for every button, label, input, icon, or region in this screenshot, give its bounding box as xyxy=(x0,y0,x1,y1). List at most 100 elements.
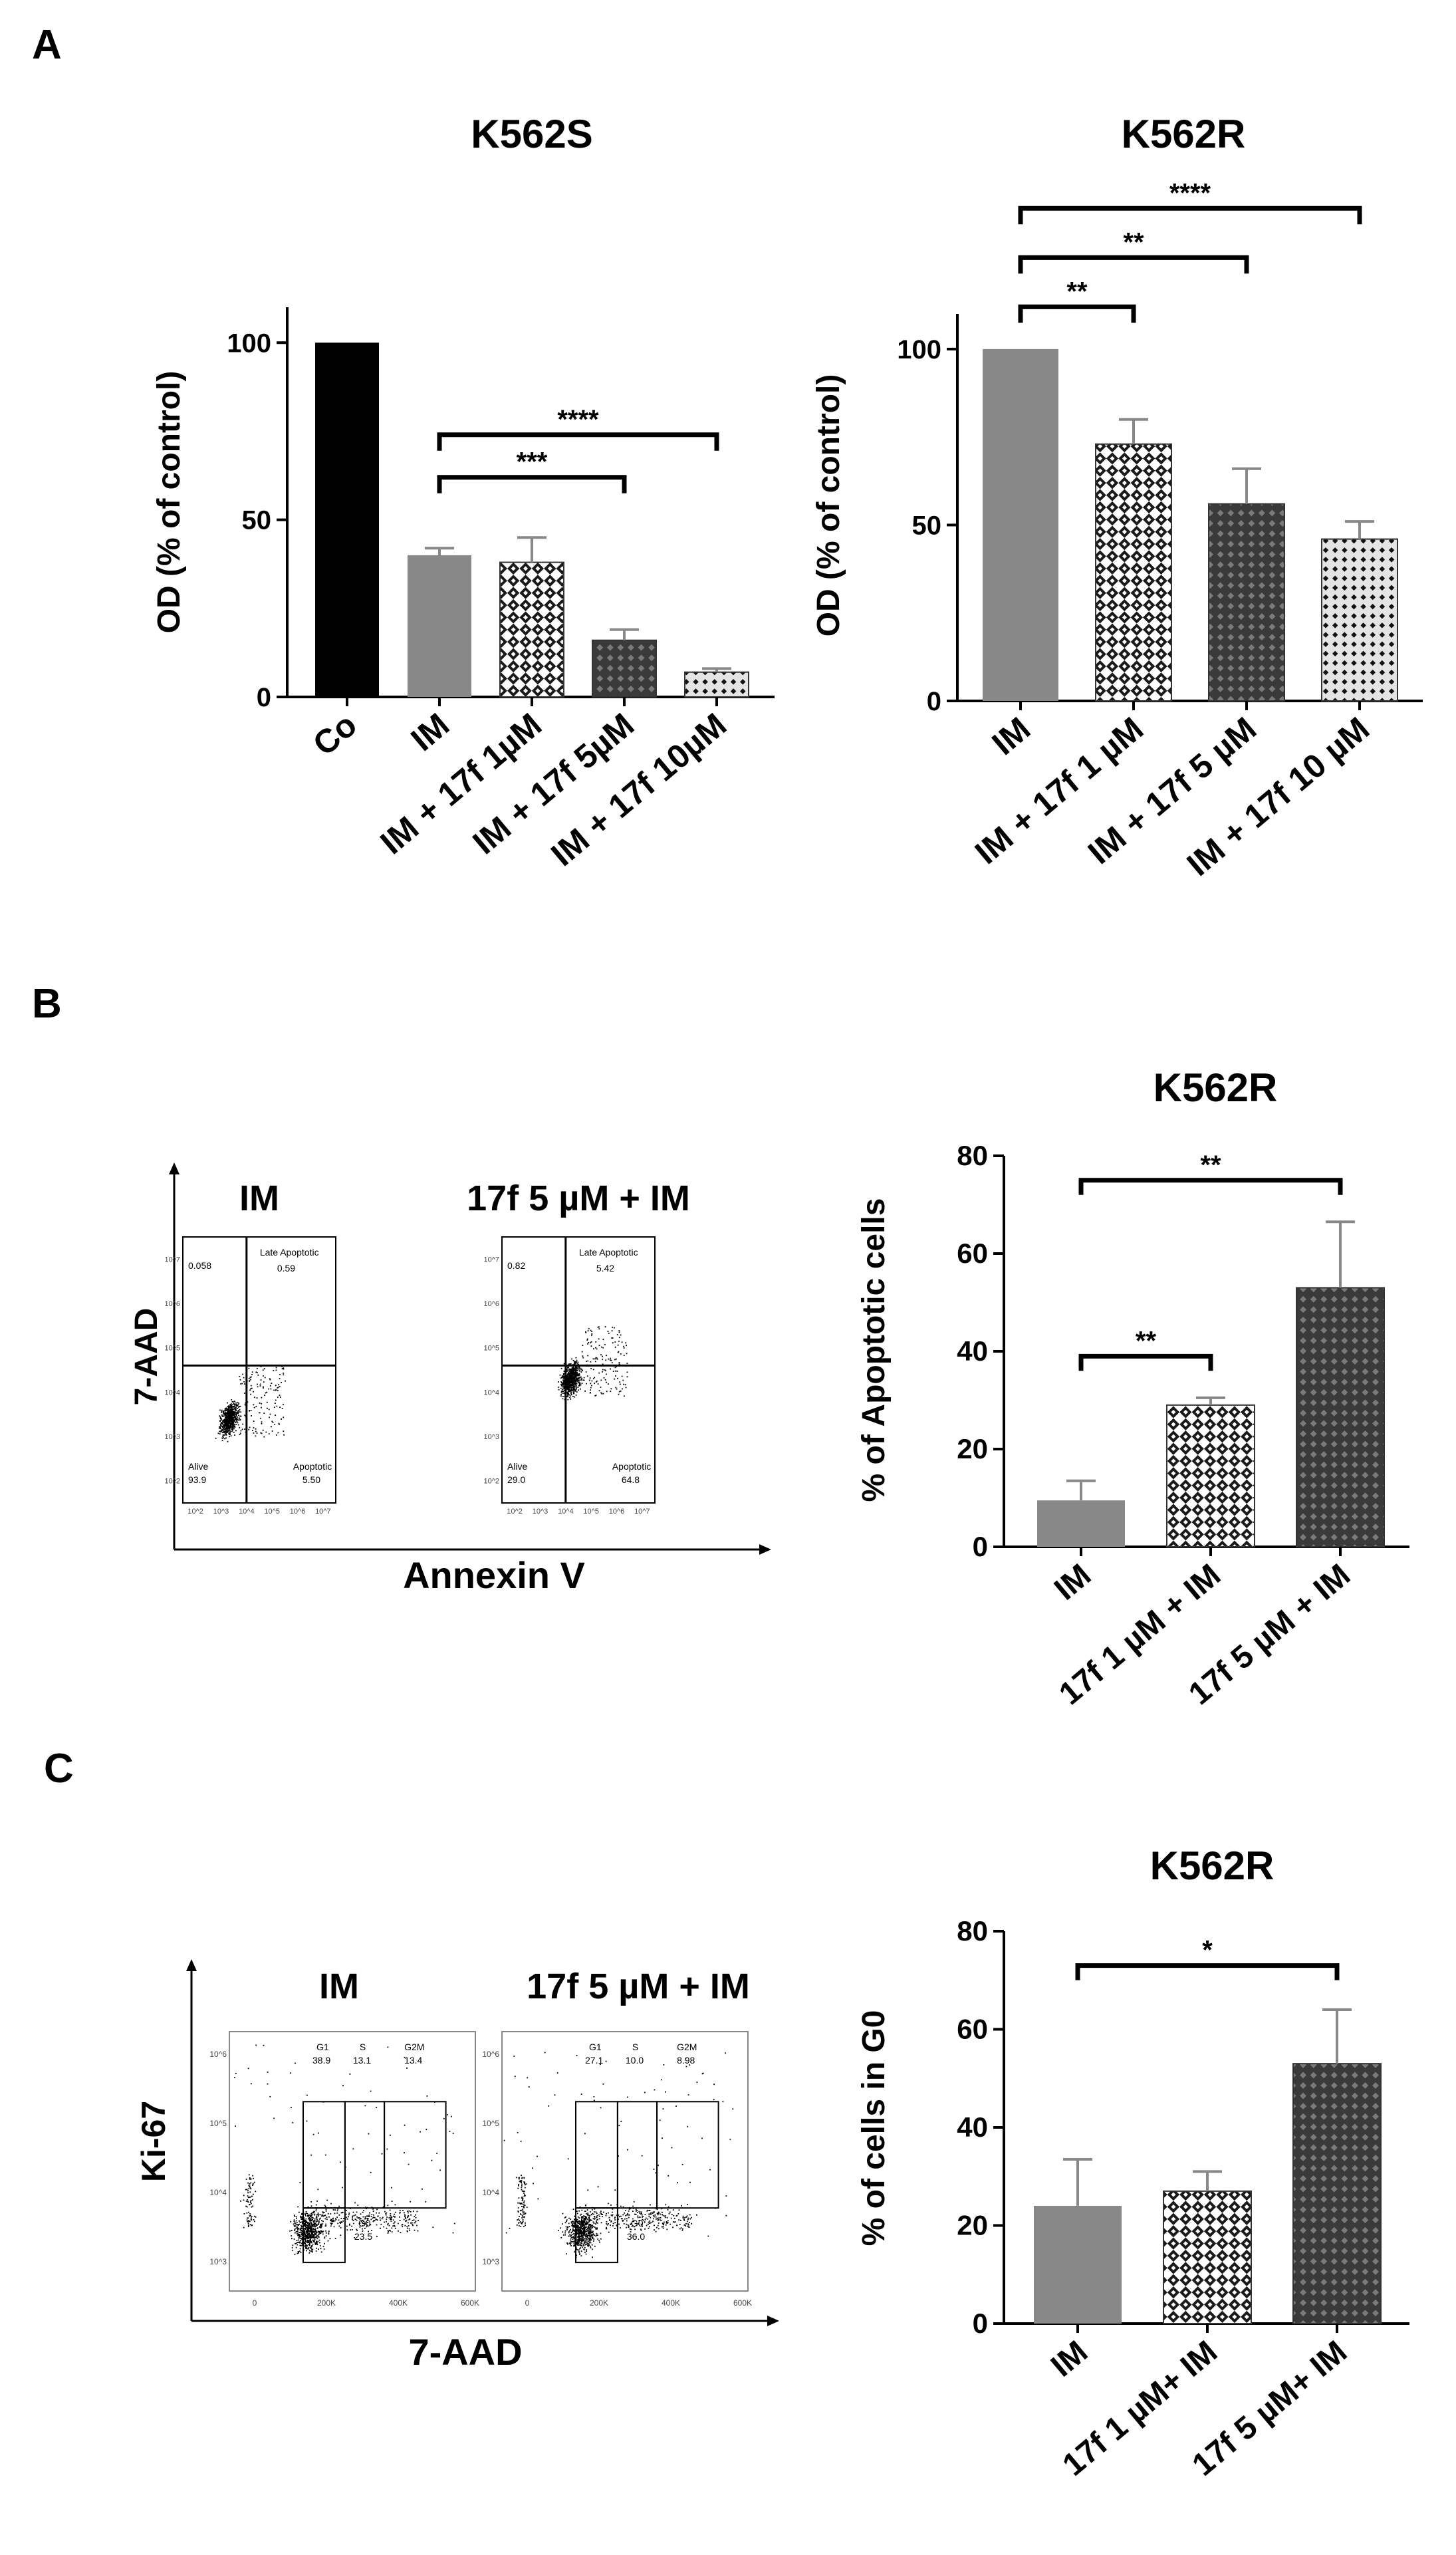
bar xyxy=(592,639,657,698)
y-tick-label: 10^7 xyxy=(483,1256,499,1264)
x-tick-label: 10^7 xyxy=(315,1508,331,1516)
quadrant-ul-value: 0.058 xyxy=(188,1260,211,1271)
y-tick-label: 10^6 xyxy=(482,2050,499,2059)
y-tick-label: 10^2 xyxy=(164,1478,180,1486)
dot-plot-frame xyxy=(229,2031,476,2292)
flow-c-y-label: Ki-67 xyxy=(135,2101,172,2182)
y-tick-label: 100 xyxy=(227,329,271,358)
gate-s-label: S xyxy=(360,2042,366,2052)
quadrant-ur-label: Late Apoptotic xyxy=(260,1247,319,1258)
gate-g1-value: 38.9 xyxy=(312,2055,330,2066)
gate-g2m xyxy=(384,2101,447,2209)
panel-label-a: A xyxy=(32,22,62,68)
y-tick-label: 10^5 xyxy=(483,1345,499,1353)
y-axis-label: % of Apoptotic cells xyxy=(856,1198,892,1502)
x-tick-label: 10^4 xyxy=(239,1508,255,1516)
dot-plot-title: 17f 5 µM + IM xyxy=(527,1966,750,2006)
bar xyxy=(408,555,471,697)
bar xyxy=(684,671,749,698)
panel-label-c: C xyxy=(44,1746,74,1792)
y-tick-label: 20 xyxy=(957,2210,988,2241)
quadrant-ul-value: 0.82 xyxy=(507,1260,525,1271)
significance-label: **** xyxy=(557,405,599,434)
y-tick-label: 10^4 xyxy=(209,2188,227,2197)
y-tick-label: 10^3 xyxy=(164,1433,180,1441)
bar xyxy=(1163,2190,1252,2324)
y-tick-label: 0 xyxy=(973,2308,988,2339)
bar xyxy=(1037,1500,1125,1547)
quadrant-ur-label: Late Apoptotic xyxy=(579,1247,638,1258)
y-tick-label: 10^5 xyxy=(209,2119,227,2128)
significance-bracket xyxy=(1018,205,1362,225)
bar xyxy=(1208,503,1285,702)
gate-g0-label: G0 xyxy=(631,2218,644,2228)
flow-c-x-label: 7-AAD xyxy=(408,2331,522,2373)
x-tick-label: 10^3 xyxy=(533,1508,548,1516)
gate-g0-label: G0 xyxy=(358,2218,371,2228)
x-tick-label: 10^5 xyxy=(264,1508,280,1516)
x-tick-label: 10^2 xyxy=(187,1508,203,1516)
y-tick-label: 10^6 xyxy=(483,1300,499,1308)
apoptotic-cells-bar-chart: K562R% of Apoptotic cells020406080IM17f … xyxy=(856,1065,1409,1712)
flow-b-x-arrow xyxy=(759,1544,771,1555)
flow-b-y-arrow xyxy=(169,1162,180,1174)
x-tick-label: 600K xyxy=(461,2298,479,2308)
dot-plot-frame xyxy=(182,1236,336,1504)
gate-g2m-value: 8.98 xyxy=(677,2055,695,2066)
y-tick-label: 80 xyxy=(957,1915,988,1947)
x-tick-label: 10^6 xyxy=(609,1508,625,1516)
quadrant-ll-value: 29.0 xyxy=(507,1474,525,1485)
significance-label: ** xyxy=(1123,227,1144,257)
quadrant-lr-label: Apoptotic xyxy=(612,1461,651,1472)
quadrant-ll-value: 93.9 xyxy=(188,1474,206,1485)
x-tick-label: 400K xyxy=(662,2298,680,2308)
category-label: IM xyxy=(985,710,1038,763)
significance-label: * xyxy=(1202,1936,1213,1965)
significance-bracket xyxy=(437,432,719,451)
gate-g0-value: 23.5 xyxy=(354,2231,372,2242)
y-tick-label: 10^6 xyxy=(209,2050,227,2059)
category-label: IM xyxy=(404,706,457,759)
y-tick-label: 60 xyxy=(957,2014,988,2045)
y-tick-label: 10^6 xyxy=(164,1300,180,1308)
y-tick-label: 40 xyxy=(957,2111,988,2143)
dot-plot-title: 17f 5 µM + IM xyxy=(467,1178,690,1218)
gate-s-value: 10.0 xyxy=(626,2055,644,2066)
y-tick-label: 100 xyxy=(897,335,941,364)
bar xyxy=(1095,443,1172,702)
gate-g1-label: G1 xyxy=(589,2042,602,2052)
ki67-flow-cytometry: Ki-67 7-AAD IM G1 38.9 S 13.1 G2M 13.4 G0 23.5 0 2… xyxy=(135,1959,779,2373)
quadrant-ur-value: 5.42 xyxy=(596,1263,614,1274)
category-label: IM xyxy=(1044,2334,1094,2384)
gate-g0-value: 36.0 xyxy=(627,2231,645,2242)
chart-title: K562R xyxy=(1153,1065,1278,1110)
quadrant-ur-value: 0.59 xyxy=(277,1263,295,1274)
cell-events xyxy=(215,1366,286,1442)
quadrant-lr-value: 64.8 xyxy=(622,1474,640,1485)
gate-s-label: S xyxy=(632,2042,638,2052)
gate-g0 xyxy=(303,2207,346,2264)
gate-g1-label: G1 xyxy=(316,2042,329,2052)
dot-plot-title: IM xyxy=(319,1966,359,2006)
y-tick-label: 10^7 xyxy=(164,1256,180,1264)
bar xyxy=(1166,1404,1255,1548)
bar xyxy=(1296,1287,1385,1547)
significance-bracket xyxy=(1018,304,1136,323)
gate-g2m-label: G2M xyxy=(404,2042,424,2052)
flow-c-y-arrow xyxy=(186,1959,197,1971)
significance-label: *** xyxy=(517,448,548,477)
x-tick-label: 10^7 xyxy=(634,1508,650,1516)
x-tick-label: 10^5 xyxy=(583,1508,599,1516)
significance-bracket xyxy=(1078,1178,1343,1195)
y-tick-label: 10^4 xyxy=(483,1389,499,1397)
bar xyxy=(1034,2206,1122,2324)
x-tick-label: 200K xyxy=(590,2298,608,2308)
gate-g2m xyxy=(656,2101,719,2209)
y-tick-label: 10^2 xyxy=(483,1478,499,1486)
x-tick-label: 10^2 xyxy=(507,1508,523,1516)
chart-title: K562R xyxy=(1122,112,1246,156)
x-tick-label: 0 xyxy=(253,2298,257,2308)
